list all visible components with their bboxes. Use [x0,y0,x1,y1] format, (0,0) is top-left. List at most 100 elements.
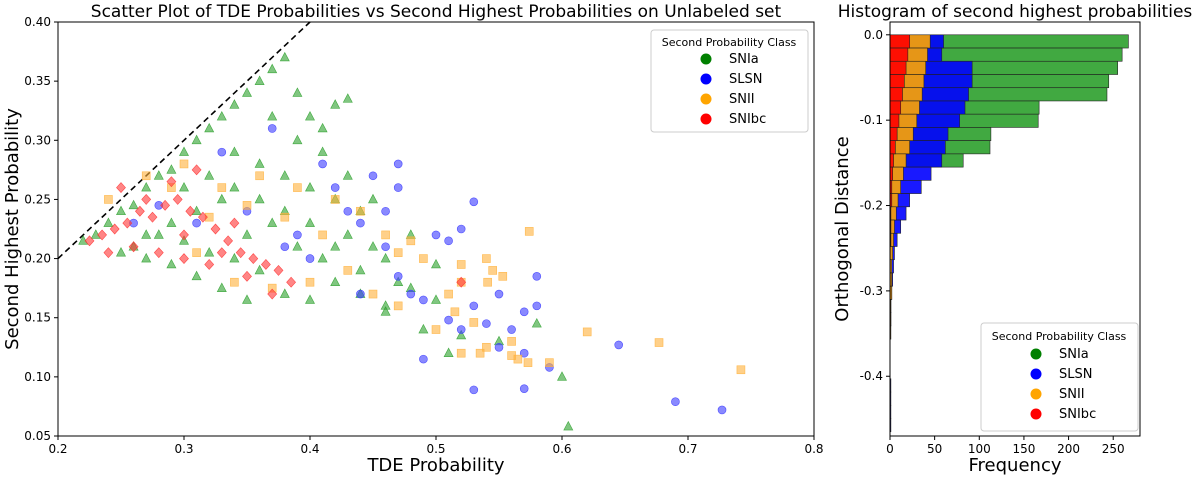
scatter-point-slsn [318,159,327,169]
scatter-point-snibc [141,193,152,205]
scatter-point-snia [204,122,215,133]
scatter-legend-swatch-snii [700,93,712,105]
scatter-x-tick-label: 0.2 [48,442,67,456]
scatter-chart: Scatter Plot of TDE Probabilities vs Sec… [2,2,824,476]
scatter-title: Scatter Plot of TDE Probabilities vs Sec… [91,2,782,22]
diagonal-reference-line [57,21,311,260]
scatter-point-slsn [532,301,542,311]
histogram-legend-box [980,322,1139,432]
histogram-legend-label-snii: SNII [1059,387,1085,402]
scatter-point-slsn [406,289,416,299]
scatter-point-snia [191,270,202,281]
scatter-point-snia [216,110,227,121]
scatter-point-snibc [109,223,120,235]
scatter-point-slsn [469,385,479,395]
scatter-point-snia [531,317,542,328]
scatter-point-snia [128,199,139,210]
scatter-point-snibc [166,176,177,188]
histogram-x-tick-label: 50 [927,442,942,456]
scatter-point-snibc [179,253,189,265]
histogram-x-tick-label: 200 [1057,442,1080,456]
scatter-point-snibc [456,276,467,288]
scatter-y-tick-label: 0.35 [24,74,51,88]
histogram-legend-swatch-snii [1030,388,1042,400]
scatter-point-snii [498,272,508,281]
histogram-y-tick-label: -0.1 [860,113,883,127]
scatter-point-slsn [494,289,504,299]
histogram-legend-title: Second Probability Class [992,330,1127,343]
scatter-point-snia [116,205,126,216]
histogram-legend-swatch-slsn [1030,368,1042,380]
scatter-point-snia [368,241,378,251]
scatter-point-snii [280,212,290,222]
scatter-point-snia [254,75,265,85]
scatter-legend-swatch-slsn [700,73,712,85]
scatter-x-tick-label: 0.6 [552,442,571,456]
scatter-plot-area [57,21,746,431]
scatter-point-snibc [122,217,133,229]
scatter-point-snibc [116,182,126,194]
scatter-point-snia [267,63,278,74]
scatter-point-snii [582,327,592,337]
histogram-bar-snibc [889,113,900,128]
histogram-legend-swatch-snibc [1030,408,1042,420]
histogram-bar-snibc [889,74,905,89]
histogram-bar-snibc [889,60,907,75]
histogram-y-tick-label: 0.0 [864,28,883,42]
scatter-point-snii [393,248,403,257]
scatter-point-snia [557,371,567,381]
scatter-y-tick-label: 0.10 [24,370,51,384]
scatter-point-slsn [482,319,491,328]
scatter-point-snia [431,294,441,304]
scatter-legend-label-snibc: SNIbc [729,112,766,127]
scatter-point-snia [305,217,315,227]
scatter-y-tick-label: 0.15 [24,311,51,325]
scatter-point-snia [216,193,227,204]
scatter-point-snii [483,277,492,287]
scatter-point-snibc [267,288,278,300]
scatter-point-snii [393,301,403,311]
scatter-series-snibc [84,164,467,300]
scatter-point-slsn [444,315,453,325]
histogram-legend-label-snia: SNIa [1059,347,1089,362]
scatter-point-snii [242,201,252,210]
scatter-point-snii [318,230,327,240]
scatter-legend-items: SNIa SLSN SNII SNIbc [700,52,766,127]
scatter-y-tick-label: 0.25 [24,192,51,206]
scatter-point-snibc [185,205,196,217]
scatter-y-axis-label: Second Highest Probability [2,108,23,350]
scatter-point-snia [254,158,265,168]
scatter-point-snia [267,217,278,227]
scatter-point-snii [381,230,390,240]
histogram-bar-snibc [889,100,902,115]
scatter-point-snia [153,170,164,180]
scatter-point-snii [255,171,264,181]
scatter-point-slsn [267,124,277,133]
scatter-series-slsn [129,124,727,415]
histogram-axes-frame [889,21,1141,437]
scatter-x-ticks: 0.2 0.3 0.4 0.5 0.6 0.7 0.8 [48,436,824,456]
scatter-point-snia [267,110,278,121]
scatter-point-slsn [717,405,727,415]
scatter-point-snibc [223,235,234,247]
histogram-y-tick-label: -0.2 [860,199,883,213]
scatter-point-snia [229,252,240,263]
scatter-point-snibc [216,247,227,259]
histogram-x-tick-label: 250 [1102,442,1125,456]
scatter-y-ticks: 0.05 0.10 0.15 0.20 0.25 0.30 0.35 0.40 [24,15,58,443]
scatter-point-snii [192,248,201,257]
scatter-x-tick-label: 0.4 [300,442,319,456]
scatter-point-snia [330,99,341,109]
scatter-point-snia [317,252,328,263]
scatter-point-snia [342,93,353,103]
scatter-point-snii [482,342,491,352]
scatter-point-snii [104,195,113,204]
scatter-y-tick-label: 0.40 [24,15,51,29]
scatter-point-snibc [84,235,95,247]
histogram-bar-snibc [889,153,894,168]
scatter-point-snia [179,181,189,192]
scatter-point-snia [443,347,454,358]
scatter-point-snia [279,288,290,298]
scatter-point-snibc [235,247,246,259]
